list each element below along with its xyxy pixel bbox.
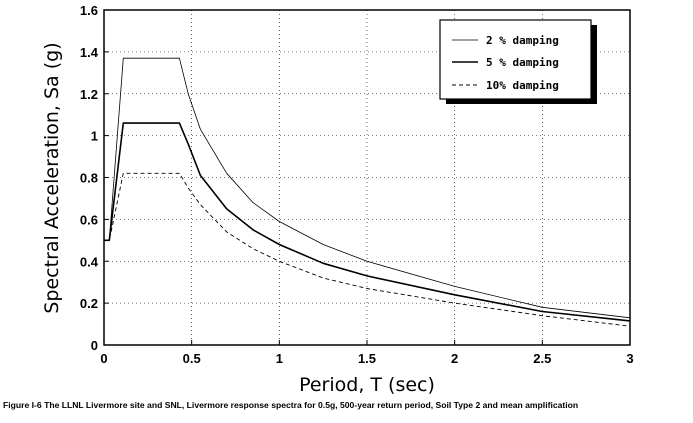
chart: 0 0.5 1 1.5 2 2.5 3 0 0.2 0.4 0.6 0.8 1 1.2 1.4 1.6 Per… <box>41 3 634 396</box>
legend-label-5pct: 5 % damping <box>486 56 559 69</box>
y-tick-label: 0 <box>91 338 98 353</box>
legend-label-2pct: 2 % damping <box>486 34 559 47</box>
legend: 2 % damping 5 % damping 10% damping <box>439 19 597 104</box>
series-5pct-damping <box>104 122 631 322</box>
x-axis-title: Period, T (sec) <box>299 374 435 396</box>
series-2pct-damping <box>104 57 631 319</box>
figure-caption: Figure I-6 The LLNL Livermore site and S… <box>3 400 579 410</box>
x-tick-label: 3 <box>626 351 633 366</box>
x-tick-label: 2.5 <box>533 351 551 366</box>
x-tick-label: 1.5 <box>358 351 376 366</box>
series-layer <box>104 57 631 327</box>
ticks: 0 0.5 1 1.5 2 2.5 3 0 0.2 0.4 0.6 0.8 1 1.2 1.4 1.6 <box>80 3 634 366</box>
x-tick-label: 0.5 <box>183 351 201 366</box>
y-tick-label: 0.2 <box>80 296 98 311</box>
y-tick-label: 0.4 <box>80 254 99 269</box>
y-tick-label: 1.2 <box>80 87 98 102</box>
y-tick-label: 1.4 <box>80 45 99 60</box>
x-tick-label: 2 <box>451 351 458 366</box>
x-tick-label: 0 <box>100 351 107 366</box>
x-tick-label: 1 <box>276 351 283 366</box>
y-tick-label: 0.8 <box>80 171 98 186</box>
legend-label-10pct: 10% damping <box>486 79 559 92</box>
y-tick-label: 0.6 <box>80 212 98 227</box>
y-axis-title: Spectral Acceleration, Sa (g) <box>41 42 63 313</box>
series-10pct-damping <box>104 172 631 327</box>
y-tick-label: 1.6 <box>80 3 98 18</box>
legend-box <box>439 19 592 100</box>
y-tick-label: 1 <box>91 129 98 144</box>
